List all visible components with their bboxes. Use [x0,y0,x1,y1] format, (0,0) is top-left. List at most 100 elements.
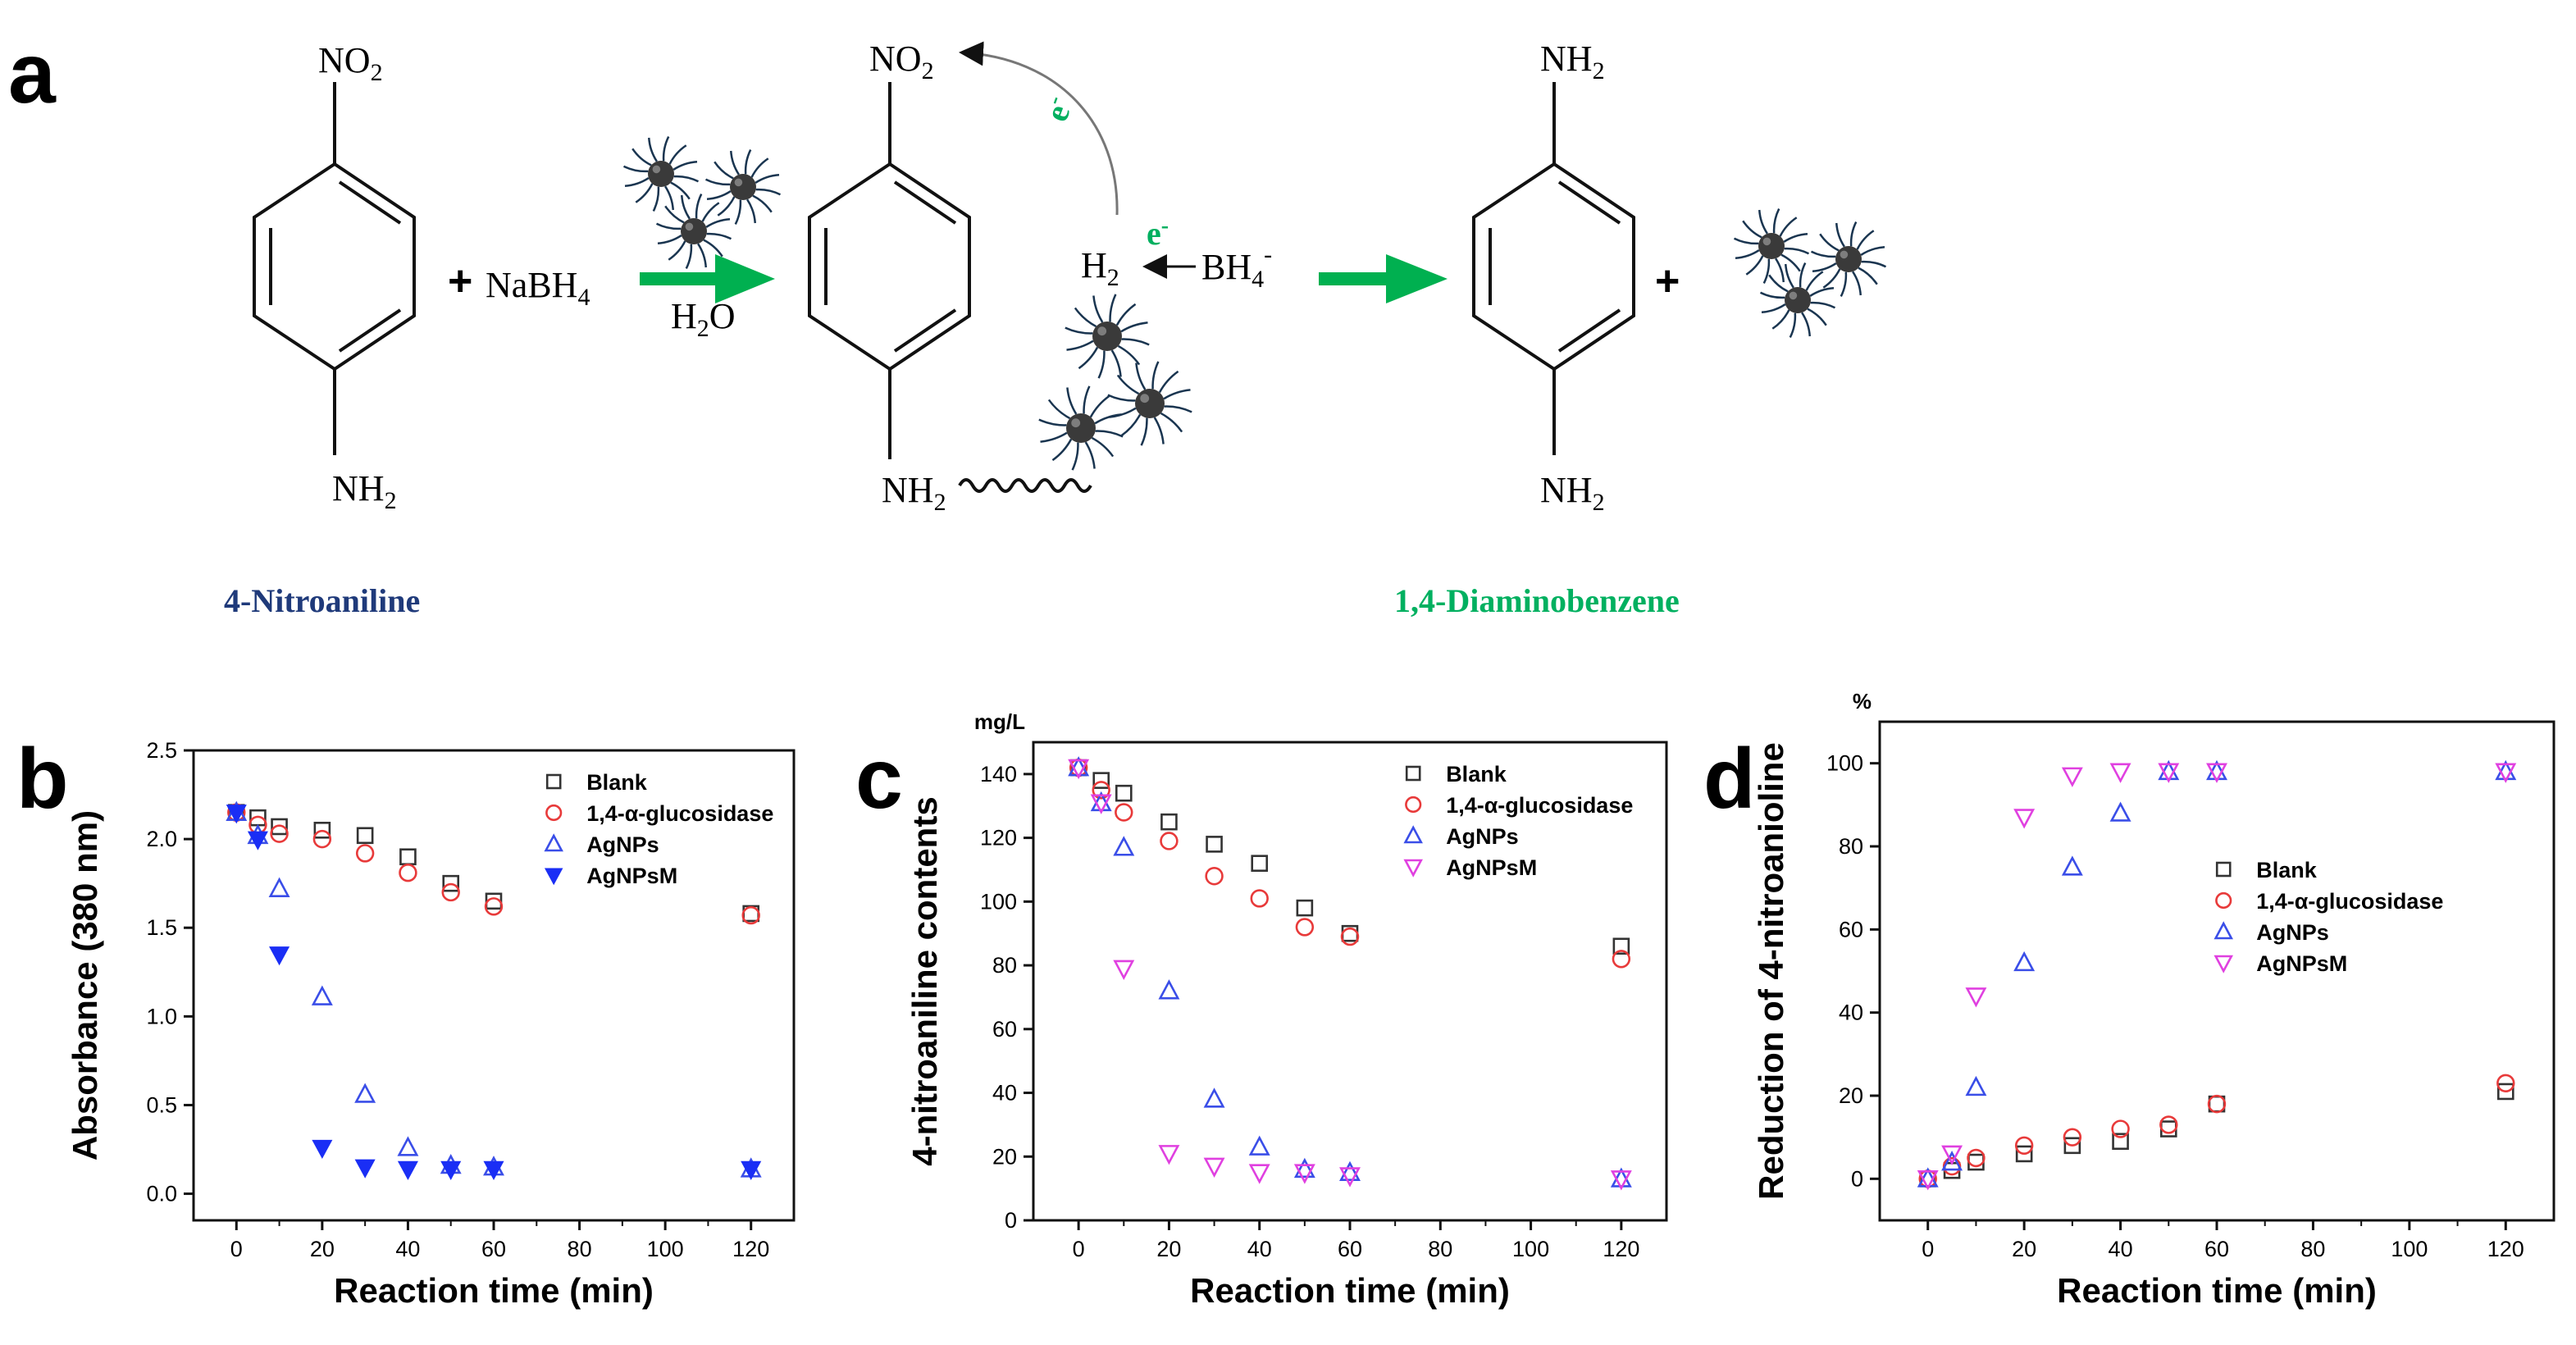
data-point [1339,1160,1361,1181]
data-point [1339,1167,1361,1188]
x-tick-label: 20 [1156,1237,1181,1261]
product-name: 1,4-Diaminobenzene [1394,582,1680,619]
x-tick-label: 40 [1247,1237,1272,1261]
reactant-name: 4-Nitroaniline [224,582,420,619]
solvent-h2o: H2O [671,296,736,342]
x-tick-label: 120 [2487,1237,2524,1261]
chart-b: b 0 20 40 60 80 100 120 0.0 0.5 1.0 1.5 2.0 2.5 Reacti… [16,732,796,1310]
x-tick-label: 80 [568,1237,592,1261]
data-point [741,1160,762,1180]
data-point [1296,899,1314,917]
y-unit-label: mg/L [974,709,1025,734]
y-tick-label: 100 [980,889,1017,914]
chart-d: d 0 20 40 60 80 100 120 0 20 40 60 80 100 Reaction tim… [1703,689,2555,1310]
data-point [2207,1094,2227,1114]
legend-label: Blank [586,770,648,795]
data-point [269,946,290,966]
data-point [1113,960,1135,980]
legend: Blank 1,4-α-glucosidase AgNPs AgNPsM [1403,762,1633,880]
x-tick-label: 20 [310,1237,335,1261]
data-point [354,1083,376,1103]
data-point [1092,781,1110,800]
x-tick-label: 60 [1338,1237,1362,1261]
data-point [1941,1151,1963,1171]
series-Blank [1919,1083,2514,1188]
hydrogen-label: H2 [1081,245,1119,291]
x-tick-label: 120 [732,1237,769,1261]
y-axis-title: Reduction of 4-nitroanioline [1752,742,1790,1200]
legend-marker [544,868,563,886]
legend-marker [2215,891,2232,910]
series-Blank [1069,759,1630,955]
data-point [397,1160,418,1180]
nanoparticle [1733,207,1810,285]
x-axis-title: Reaction time (min) [2057,1271,2377,1310]
y-tick-label: 20 [1839,1083,1863,1108]
product-amine-top: NH2 [1540,39,1605,84]
data-point [2495,763,2517,783]
data-point [2109,801,2131,822]
data-point [1158,1145,1180,1165]
series-AgNPs [1068,756,1632,1188]
data-point [226,805,247,824]
legend-label: 1,4-α-glucosidase [586,801,773,826]
y-tick-label: 2.5 [146,738,177,763]
legend-label: AgNPsM [1446,855,1537,880]
reaction-scheme: a NO2 NH2 + NaBH4 H2O [8,26,1887,619]
reagent-nabh4: NaBH4 [486,265,590,311]
legend-marker [2214,955,2233,973]
nanoparticle-cluster [1733,207,1887,339]
data-point [1113,836,1135,856]
data-point [484,897,504,916]
data-point [1251,855,1269,872]
data-point [270,824,289,843]
y-tick-label: 40 [992,1081,1017,1106]
panel-label: b [16,732,69,827]
data-point [440,1160,462,1180]
data-point [1340,927,1360,946]
nanoparticle-cluster [1038,294,1192,471]
charts: b 0 20 40 60 80 100 120 0.0 0.5 1.0 1.5 2.0 2.5 Reacti… [16,689,2555,1310]
panel-label: d [1703,732,1756,827]
data-point [313,822,331,839]
series-AgNPs [226,800,762,1178]
data-point [356,827,374,845]
data-point [312,829,332,849]
reaction-arrow-1 [640,254,775,303]
y-tick-label: 80 [1839,834,1863,859]
data-point [1942,1156,1962,1176]
x-tick-label: 100 [1512,1237,1549,1261]
legend-marker [544,833,563,852]
nanoparticle [622,135,700,212]
x-tick-label: 0 [230,1237,243,1261]
data-point [2112,1133,2129,1151]
data-point [1610,1170,1632,1191]
data-point [2063,1137,2081,1155]
nanoparticle [1038,385,1124,471]
legend-marker [545,773,562,790]
legend-label: Blank [1446,762,1507,786]
data-point [1115,803,1133,822]
electron-label-mid: e- [1147,213,1169,252]
data-point [741,905,760,925]
x-tick-label: 60 [2204,1237,2229,1261]
legend-label: AgNPsM [586,864,677,888]
legend-marker [1405,765,1421,782]
y-axis-title: 4-nitroaniline contents [905,796,944,1165]
series-1,4-α-glucosidase [1918,1074,2515,1188]
data-point [1205,867,1224,886]
data-point [1295,918,1315,937]
y-tick-label: 1.5 [146,915,177,940]
legend-marker [545,804,563,822]
data-point [1967,1148,1986,1168]
data-point [2013,809,2036,829]
data-point [483,1160,504,1180]
reaction-arrow-2 [1319,254,1448,303]
intermediate-structure: NO2 NH2 [808,39,1092,516]
x-tick-label: 120 [1603,1237,1639,1261]
data-point [1160,832,1179,850]
y-tick-label: 60 [992,1017,1017,1042]
x-tick-label: 40 [2109,1237,2133,1261]
y-tick-label: 80 [992,953,1017,978]
legend-label: AgNPs [2256,920,2329,945]
